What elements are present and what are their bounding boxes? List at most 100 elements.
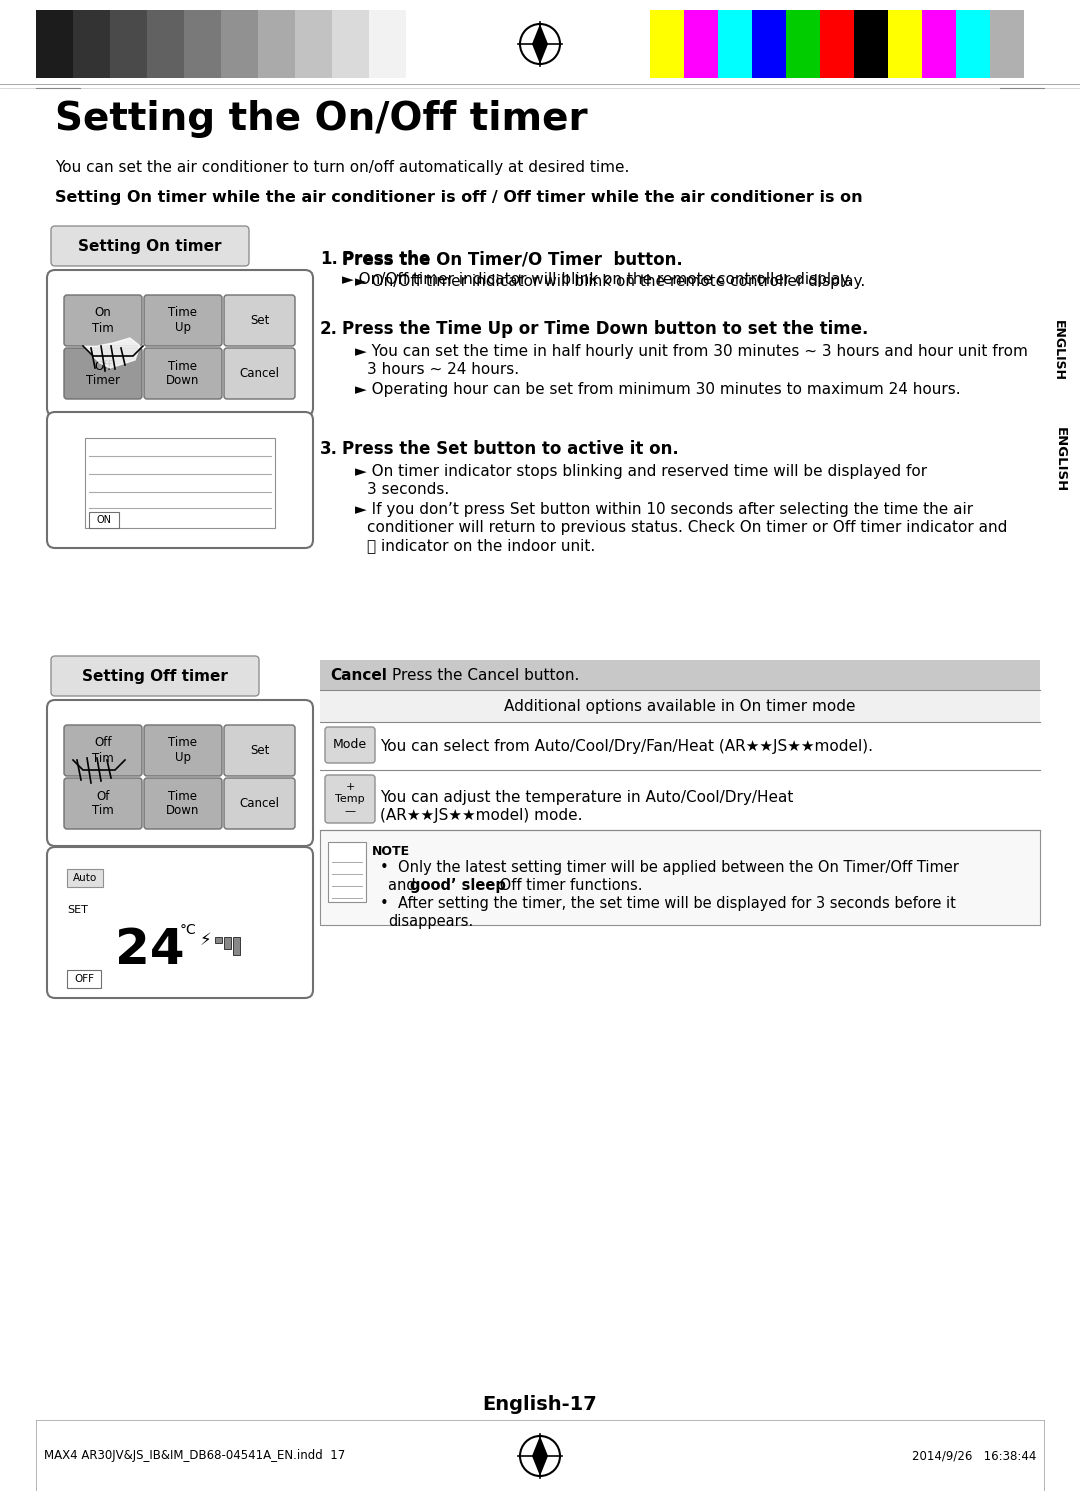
Bar — [89, 511, 119, 528]
FancyBboxPatch shape — [144, 347, 222, 400]
FancyBboxPatch shape — [48, 270, 313, 416]
FancyBboxPatch shape — [224, 347, 295, 400]
Text: Press the Cancel button.: Press the Cancel button. — [392, 668, 579, 683]
Text: ⚡: ⚡ — [200, 930, 212, 948]
FancyBboxPatch shape — [144, 725, 222, 775]
Text: Additional options available in On timer mode: Additional options available in On timer… — [504, 698, 855, 714]
FancyBboxPatch shape — [48, 847, 313, 997]
Bar — [233, 936, 240, 956]
Text: OFF: OFF — [75, 974, 94, 984]
Text: ON: ON — [96, 514, 111, 525]
Text: NOTE: NOTE — [372, 845, 410, 857]
Text: Set: Set — [249, 744, 269, 757]
Bar — [684, 10, 718, 78]
Bar — [258, 10, 295, 78]
Text: 2014/9/26   16:38:44: 2014/9/26 16:38:44 — [912, 1449, 1036, 1463]
Bar — [328, 842, 366, 902]
Text: Press the Set button to active it on.: Press the Set button to active it on. — [342, 440, 678, 458]
Bar — [332, 10, 369, 78]
Text: Press the On Timer/O Timer  button.: Press the On Timer/O Timer button. — [342, 250, 683, 268]
Bar — [295, 10, 332, 78]
Text: Press the: Press the — [342, 250, 436, 268]
Text: disappears.: disappears. — [388, 914, 473, 929]
Text: Auto: Auto — [72, 874, 97, 883]
Text: Off timer functions.: Off timer functions. — [495, 878, 643, 893]
Text: ► On/Off timer indicator will blink on the remote controller display.: ► On/Off timer indicator will blink on t… — [355, 274, 865, 289]
Bar — [320, 690, 1040, 722]
FancyBboxPatch shape — [325, 728, 375, 763]
Text: Press the Time Up or Time Down button to set the time.: Press the Time Up or Time Down button to… — [342, 321, 868, 338]
Text: Cancel: Cancel — [240, 367, 280, 380]
Text: 24: 24 — [116, 926, 185, 974]
Text: (AR★★JS★★model) mode.: (AR★★JS★★model) mode. — [380, 808, 582, 823]
FancyBboxPatch shape — [51, 227, 249, 265]
FancyBboxPatch shape — [144, 295, 222, 346]
Text: ⏱ indicator on the indoor unit.: ⏱ indicator on the indoor unit. — [367, 538, 595, 553]
Text: Off
Timer: Off Timer — [86, 359, 120, 388]
Text: English-17: English-17 — [483, 1396, 597, 1413]
FancyBboxPatch shape — [48, 699, 313, 845]
Bar — [854, 10, 888, 78]
Text: Setting Off timer: Setting Off timer — [82, 668, 228, 683]
Text: ► On timer indicator stops blinking and reserved time will be displayed for: ► On timer indicator stops blinking and … — [355, 464, 927, 479]
Text: •  Only the latest setting timer will be applied between the On Timer/Off Timer: • Only the latest setting timer will be … — [380, 860, 959, 875]
Bar — [36, 10, 73, 78]
Text: 3 seconds.: 3 seconds. — [367, 482, 449, 497]
Bar — [888, 10, 922, 78]
FancyBboxPatch shape — [64, 778, 141, 829]
Text: +
Temp
—: + Temp — — [335, 783, 365, 816]
Text: SET: SET — [67, 905, 87, 915]
Text: ► On/Off timer indicator will blink on the remote controller display.: ► On/Off timer indicator will blink on t… — [342, 271, 852, 286]
Bar — [67, 971, 102, 989]
Text: conditioner will return to previous status. Check On timer or Off timer indicato: conditioner will return to previous stat… — [367, 520, 1008, 535]
Text: ► You can set the time in half hourly unit from 30 minutes ~ 3 hours and hour un: ► You can set the time in half hourly un… — [355, 344, 1028, 359]
Bar — [110, 10, 147, 78]
Text: Mode: Mode — [333, 738, 367, 751]
Bar — [224, 936, 231, 948]
Polygon shape — [532, 1436, 548, 1476]
Polygon shape — [532, 24, 548, 64]
Text: •  After setting the timer, the set time will be displayed for 3 seconds before : • After setting the timer, the set time … — [380, 896, 956, 911]
Text: ENGLISH: ENGLISH — [1053, 428, 1067, 492]
Text: You can set the air conditioner to turn on/off automatically at desired time.: You can set the air conditioner to turn … — [55, 160, 630, 174]
Bar — [85, 438, 275, 528]
Bar — [956, 10, 990, 78]
Text: Set: Set — [249, 315, 269, 327]
Text: Setting the On/Off timer: Setting the On/Off timer — [55, 100, 588, 139]
Bar — [320, 661, 1040, 690]
Text: Time
Down: Time Down — [166, 790, 200, 817]
Text: and: and — [388, 878, 420, 893]
Text: 2.: 2. — [320, 321, 338, 338]
Bar — [147, 10, 184, 78]
Text: Time
Up: Time Up — [168, 737, 198, 765]
Text: Time
Down: Time Down — [166, 359, 200, 388]
Bar — [990, 10, 1024, 78]
Text: good’ sleep: good’ sleep — [410, 878, 505, 893]
Text: 3 hours ~ 24 hours.: 3 hours ~ 24 hours. — [367, 362, 519, 377]
Text: You can adjust the temperature in Auto/Cool/Dry/Heat: You can adjust the temperature in Auto/C… — [380, 790, 794, 805]
Bar — [650, 10, 684, 78]
Bar — [221, 10, 258, 78]
Text: Setting On timer: Setting On timer — [78, 239, 221, 253]
Text: MAX4 AR30JV&JS_IB&IM_DB68-04541A_EN.indd  17: MAX4 AR30JV&JS_IB&IM_DB68-04541A_EN.indd… — [44, 1449, 346, 1463]
Bar — [320, 830, 1040, 924]
FancyBboxPatch shape — [51, 656, 259, 696]
Bar — [369, 10, 406, 78]
Text: 3.: 3. — [320, 440, 338, 458]
Bar — [786, 10, 820, 78]
FancyBboxPatch shape — [64, 725, 141, 775]
Bar — [752, 10, 786, 78]
Text: ► Operating hour can be set from minimum 30 minutes to maximum 24 hours.: ► Operating hour can be set from minimum… — [355, 382, 960, 397]
Text: Cancel: Cancel — [240, 798, 280, 810]
Text: Of
Tim: Of Tim — [92, 790, 113, 817]
FancyBboxPatch shape — [224, 778, 295, 829]
Text: °C: °C — [180, 923, 197, 936]
FancyBboxPatch shape — [224, 725, 295, 775]
Bar — [215, 936, 222, 942]
FancyBboxPatch shape — [48, 412, 313, 549]
FancyBboxPatch shape — [64, 347, 141, 400]
Bar — [718, 10, 752, 78]
Bar — [922, 10, 956, 78]
Text: You can select from Auto/Cool/Dry/Fan/Heat (AR★★JS★★model).: You can select from Auto/Cool/Dry/Fan/He… — [380, 738, 873, 753]
Text: ENGLISH: ENGLISH — [1052, 319, 1065, 380]
